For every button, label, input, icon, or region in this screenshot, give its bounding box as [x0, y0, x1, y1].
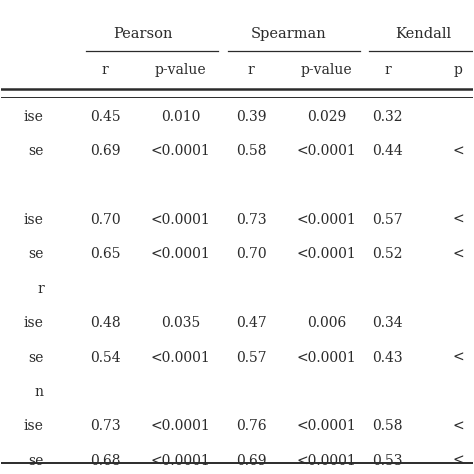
- Text: 0.73: 0.73: [236, 213, 266, 227]
- Text: 0.32: 0.32: [373, 110, 403, 124]
- Text: Pearson: Pearson: [113, 27, 173, 41]
- Text: 0.68: 0.68: [90, 454, 120, 468]
- Text: ise: ise: [24, 213, 44, 227]
- Text: 0.54: 0.54: [90, 351, 120, 365]
- Text: ise: ise: [24, 419, 44, 433]
- Text: 0.47: 0.47: [236, 316, 266, 330]
- Text: <: <: [453, 351, 465, 365]
- Text: <0.0001: <0.0001: [297, 144, 356, 158]
- Text: <0.0001: <0.0001: [297, 213, 356, 227]
- Text: 0.70: 0.70: [90, 213, 120, 227]
- Text: 0.39: 0.39: [236, 110, 266, 124]
- Text: 0.44: 0.44: [373, 144, 403, 158]
- Text: <: <: [453, 247, 465, 262]
- Text: 0.57: 0.57: [373, 213, 403, 227]
- Text: 0.73: 0.73: [90, 419, 120, 433]
- Text: 0.69: 0.69: [90, 144, 120, 158]
- Text: 0.48: 0.48: [90, 316, 120, 330]
- Text: <: <: [453, 454, 465, 468]
- Text: 0.43: 0.43: [373, 351, 403, 365]
- Text: r: r: [37, 282, 44, 296]
- Text: 0.58: 0.58: [373, 419, 403, 433]
- Text: se: se: [28, 454, 44, 468]
- Text: 0.69: 0.69: [236, 454, 266, 468]
- Text: <0.0001: <0.0001: [297, 351, 356, 365]
- Text: 0.57: 0.57: [236, 351, 266, 365]
- Text: 0.035: 0.035: [161, 316, 200, 330]
- Text: 0.53: 0.53: [373, 454, 403, 468]
- Text: <0.0001: <0.0001: [151, 247, 210, 262]
- Text: <0.0001: <0.0001: [151, 419, 210, 433]
- Text: r: r: [384, 63, 391, 77]
- Text: <: <: [453, 419, 465, 433]
- Text: p-value: p-value: [301, 63, 352, 77]
- Text: <0.0001: <0.0001: [151, 144, 210, 158]
- Text: <: <: [453, 144, 465, 158]
- Text: n: n: [35, 385, 44, 399]
- Text: ise: ise: [24, 110, 44, 124]
- Text: p: p: [454, 63, 463, 77]
- Text: 0.029: 0.029: [307, 110, 346, 124]
- Text: 0.58: 0.58: [236, 144, 266, 158]
- Text: <0.0001: <0.0001: [297, 247, 356, 262]
- Text: 0.76: 0.76: [236, 419, 266, 433]
- Text: <0.0001: <0.0001: [151, 351, 210, 365]
- Text: se: se: [28, 144, 44, 158]
- Text: <0.0001: <0.0001: [297, 454, 356, 468]
- Text: se: se: [28, 351, 44, 365]
- Text: 0.65: 0.65: [90, 247, 120, 262]
- Text: 0.010: 0.010: [161, 110, 200, 124]
- Text: 0.45: 0.45: [90, 110, 120, 124]
- Text: <0.0001: <0.0001: [297, 419, 356, 433]
- Text: 0.70: 0.70: [236, 247, 266, 262]
- Text: <0.0001: <0.0001: [151, 213, 210, 227]
- Text: 0.006: 0.006: [307, 316, 346, 330]
- Text: Kendall: Kendall: [395, 27, 451, 41]
- Text: r: r: [248, 63, 255, 77]
- Text: Spearman: Spearman: [251, 27, 327, 41]
- Text: se: se: [28, 247, 44, 262]
- Text: <: <: [453, 213, 465, 227]
- Text: p-value: p-value: [155, 63, 206, 77]
- Text: ise: ise: [24, 316, 44, 330]
- Text: r: r: [102, 63, 109, 77]
- Text: 0.52: 0.52: [373, 247, 403, 262]
- Text: <0.0001: <0.0001: [151, 454, 210, 468]
- Text: 0.34: 0.34: [373, 316, 403, 330]
